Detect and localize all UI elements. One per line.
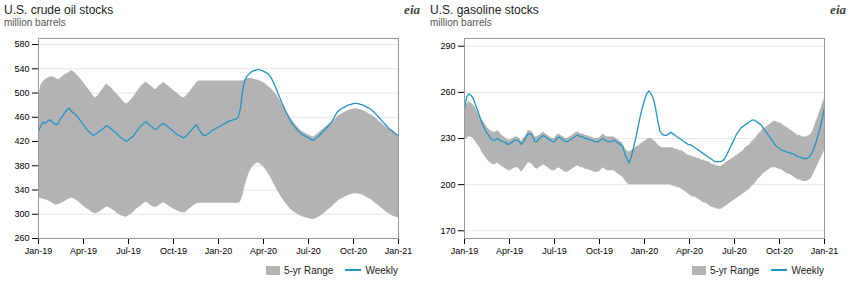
- svg-text:340: 340: [14, 185, 29, 195]
- svg-text:300: 300: [14, 209, 29, 219]
- svg-text:Jan-21: Jan-21: [385, 246, 413, 256]
- svg-text:290: 290: [440, 41, 455, 51]
- html-text:U.S. gasoline stocks: U.S. gasoline stocks: [430, 3, 539, 17]
- svg-text:Apr-19: Apr-19: [70, 246, 97, 256]
- html-text:5-yr Range: 5-yr Range: [283, 264, 334, 276]
- svg-text:Jan-20: Jan-20: [631, 246, 659, 256]
- svg-text:230: 230: [440, 133, 455, 143]
- svg-text:Jul-19: Jul-19: [116, 246, 141, 256]
- html-text:Weekly: Weekly: [365, 264, 398, 276]
- svg-text:Oct-20: Oct-20: [766, 246, 793, 256]
- svg-text:Jul-19: Jul-19: [542, 246, 567, 256]
- svg-text:Jan-19: Jan-19: [451, 246, 479, 256]
- svg-text:Oct-19: Oct-19: [586, 246, 613, 256]
- svg-text:200: 200: [440, 180, 455, 190]
- svg-text:420: 420: [14, 136, 29, 146]
- html-text:million barrels: million barrels: [4, 17, 66, 28]
- svg-text:380: 380: [14, 161, 29, 171]
- svg-text:540: 540: [14, 64, 29, 74]
- svg-text:Apr-20: Apr-20: [250, 246, 277, 256]
- svg-text:Apr-20: Apr-20: [676, 246, 703, 256]
- svg-text:170: 170: [440, 226, 455, 236]
- html-text:eia: eia: [830, 2, 846, 17]
- svg-text:Oct-19: Oct-19: [160, 246, 187, 256]
- svg-text:Apr-19: Apr-19: [496, 246, 523, 256]
- svg-text:500: 500: [14, 88, 29, 98]
- html-text:U.S. crude oil stocks: U.S. crude oil stocks: [4, 3, 114, 17]
- svg-text:260: 260: [14, 233, 29, 243]
- svg-text:460: 460: [14, 112, 29, 122]
- html-text:Weekly: Weekly: [791, 264, 824, 276]
- svg-text:Jul-20: Jul-20: [296, 246, 321, 256]
- svg-text:260: 260: [440, 87, 455, 97]
- svg-text:580: 580: [14, 39, 29, 49]
- svg-text:Oct-20: Oct-20: [340, 246, 367, 256]
- svg-text:Jan-19: Jan-19: [25, 246, 53, 256]
- svg-text:Jan-20: Jan-20: [205, 246, 233, 256]
- svg-text:Jan-21: Jan-21: [811, 246, 839, 256]
- html-text:million barrels: million barrels: [430, 17, 492, 28]
- html-text:5-yr Range: 5-yr Range: [709, 264, 760, 276]
- svg-text:Jul-20: Jul-20: [722, 246, 747, 256]
- html-text:eia: eia: [404, 2, 420, 17]
